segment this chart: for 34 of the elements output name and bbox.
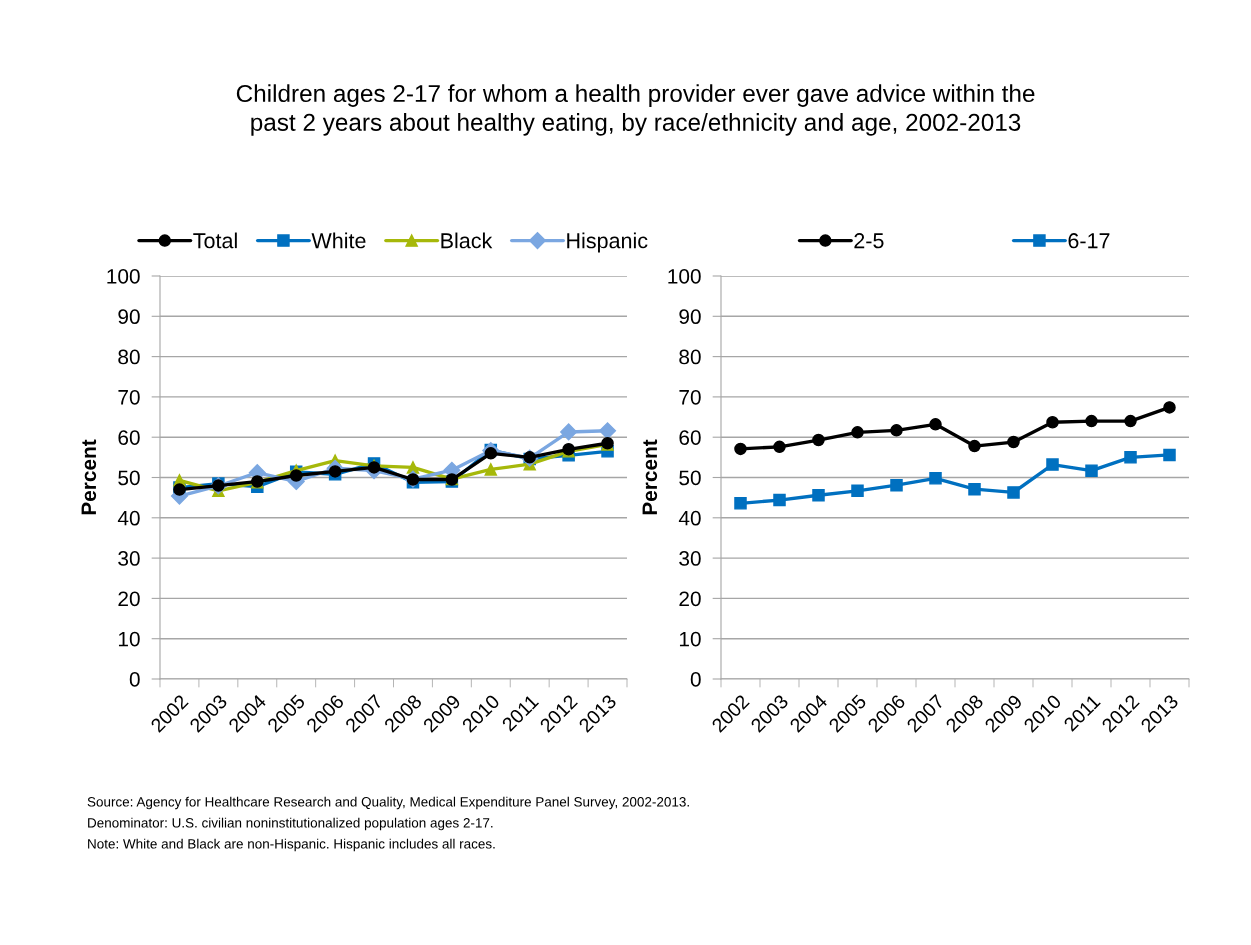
y-tick-label: 90 — [679, 309, 701, 325]
legend-label: 6-17 — [1068, 233, 1110, 249]
legend-label: White — [311, 232, 366, 249]
y-tick-label: 90 — [118, 309, 140, 325]
y-tick-label: 80 — [118, 349, 140, 365]
y-tick-label: 100 — [107, 269, 140, 284]
legend-label: 2-5 — [854, 233, 884, 249]
y-tick-label: 30 — [679, 551, 701, 566]
y-tick-label: 60 — [679, 430, 701, 445]
y-tick-label: 0 — [129, 672, 140, 687]
y-tick-label: 20 — [118, 591, 140, 607]
source-note: Source: Agency for Healthcare Research and Quality, Medical Expenditure Panel Survey, 2002-2013. — [87, 796, 689, 810]
y-tick-label: 30 — [118, 551, 140, 566]
y-tick-label: 70 — [679, 389, 701, 405]
y-tick-label: 100 — [668, 269, 701, 284]
y-tick-label: 40 — [117, 510, 140, 526]
chart-title: Children ages 2-17 for whom a health provider ever gave advice within the past 2 years about healthy eating, by race/ethnicity and age, 2002-2013 — [236, 84, 1035, 136]
text: Note: White and Black are non-Hispanic. Hispanic includes all races. — [88, 838, 495, 852]
y-tick-label: 40 — [678, 510, 701, 526]
legend-label: Black — [441, 232, 493, 249]
y-axis-title: Percent — [81, 439, 97, 515]
y-axis-title: Percent — [642, 439, 658, 515]
y-tick-label: 80 — [679, 349, 701, 365]
y-tick-label: 10 — [679, 631, 701, 647]
text: Denominator: U.S. civilian noninstitutionalized population ages 2-17. — [88, 817, 493, 831]
y-tick-label: 0 — [690, 672, 701, 687]
y-tick-label: 70 — [118, 389, 140, 405]
legend-label: Total — [193, 232, 237, 249]
y-tick-label: 60 — [118, 430, 140, 445]
y-tick-label: 10 — [118, 631, 140, 647]
legend-label: Hispanic — [567, 232, 648, 253]
y-tick-label: 50 — [679, 470, 701, 486]
y-tick-label: 50 — [118, 470, 140, 486]
y-tick-label: 20 — [679, 591, 701, 607]
